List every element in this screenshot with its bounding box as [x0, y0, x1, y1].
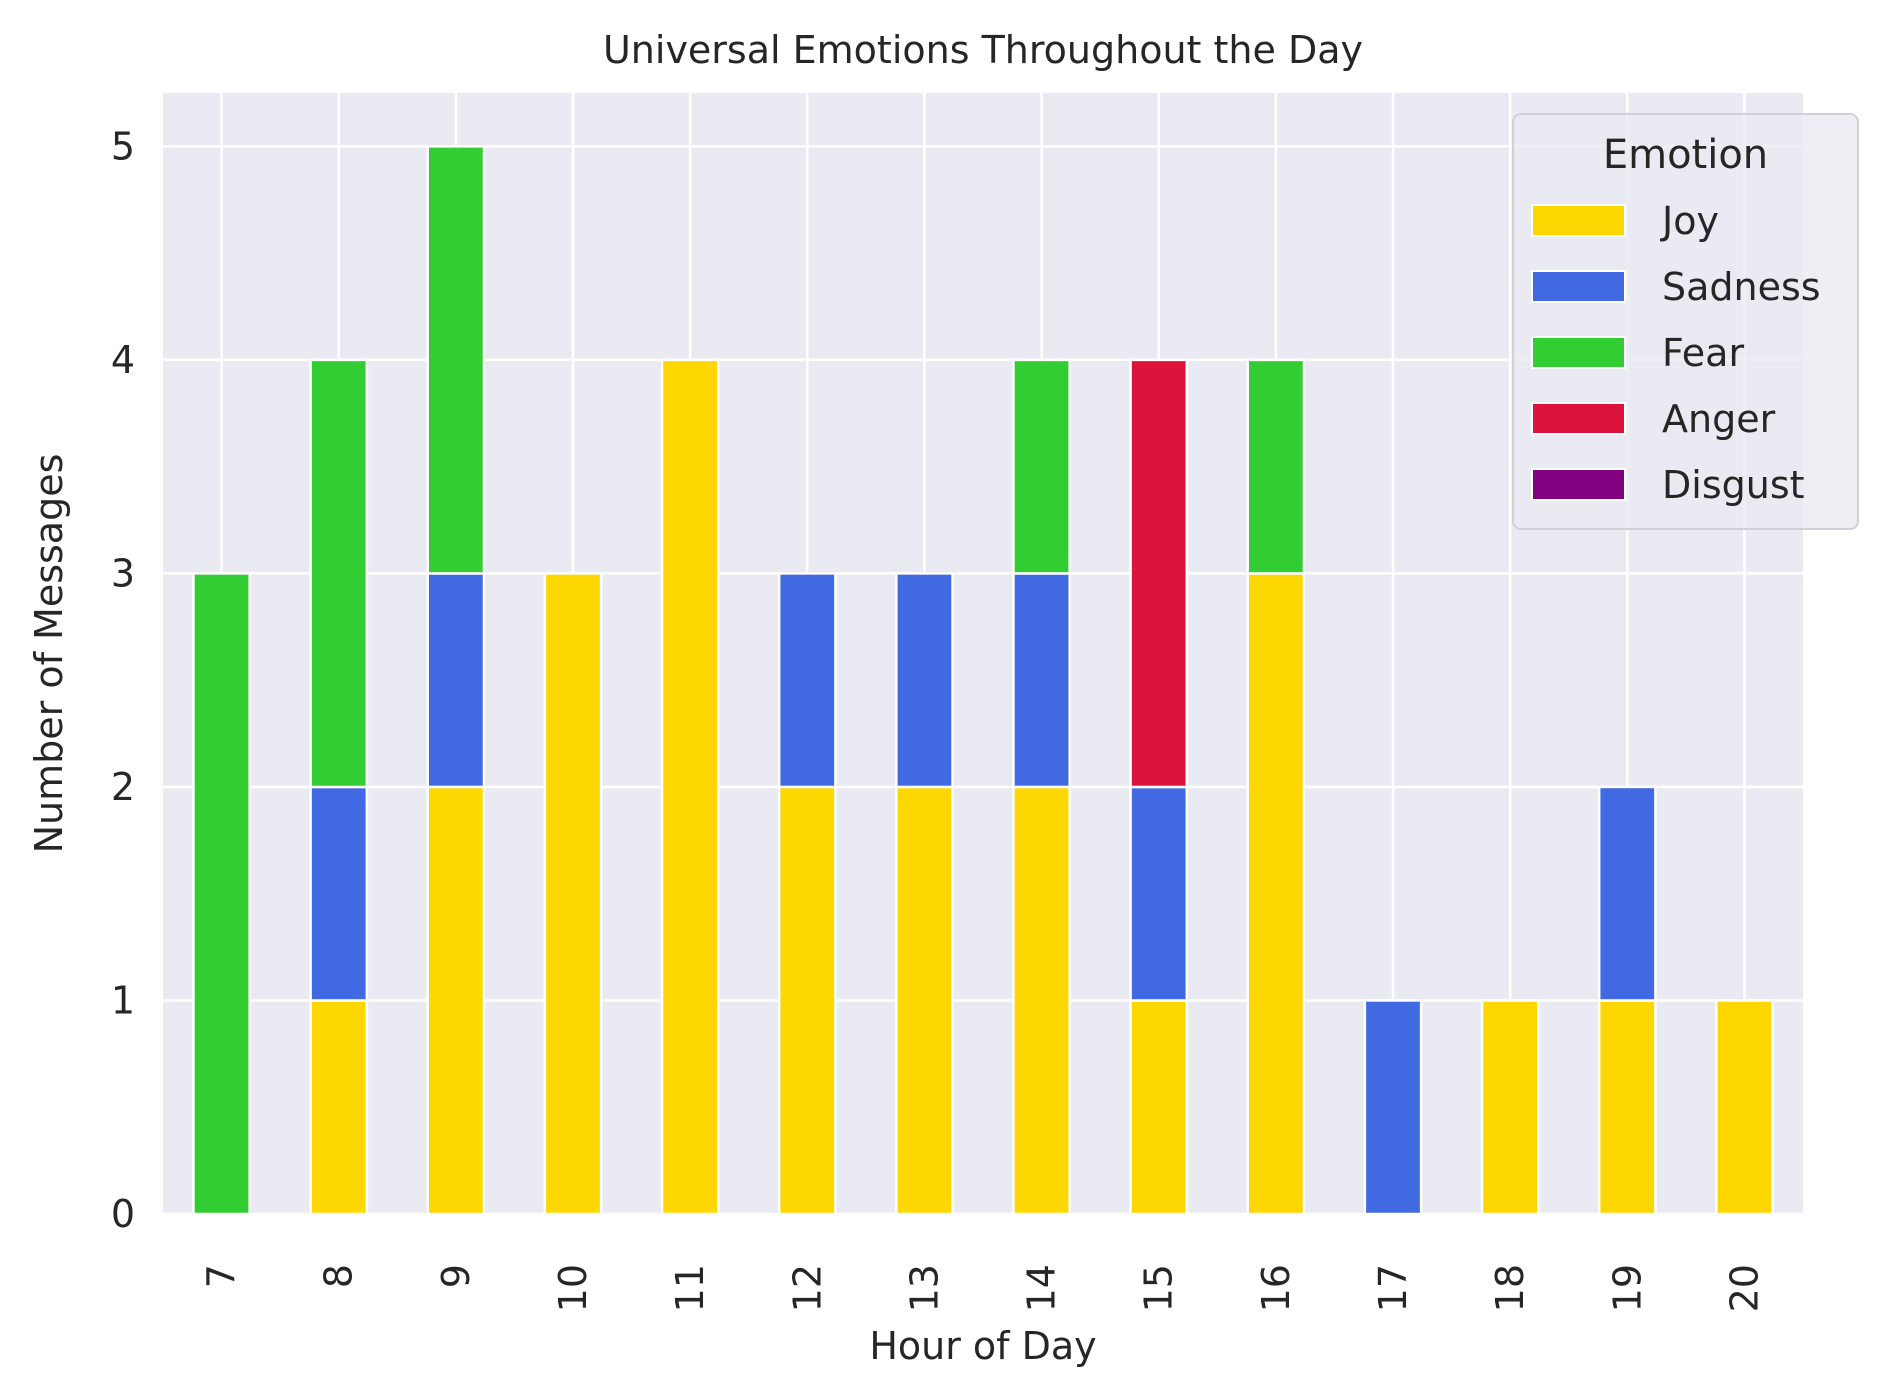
legend-title: Emotion [1603, 132, 1768, 178]
y-tick-label: 5 [111, 124, 135, 168]
legend-swatch [1531, 336, 1626, 369]
bar-segment [309, 785, 369, 1002]
bar-segment [1129, 358, 1189, 789]
bar-segment [777, 785, 837, 1216]
bar-segment [660, 358, 720, 1216]
bar-segment [1246, 358, 1306, 575]
x-tick-label: 18 [1488, 1264, 1532, 1312]
y-tick-label: 3 [111, 551, 135, 595]
bar-segment [895, 785, 954, 1216]
bar-segment [309, 999, 369, 1216]
x-tick-label: 14 [1020, 1264, 1064, 1312]
bar-segment [1715, 999, 1774, 1216]
y-tick-label: 2 [111, 765, 135, 809]
legend-label: Anger [1662, 397, 1776, 441]
bar-segment [1597, 785, 1657, 1002]
x-axis-label: Hour of Day [869, 1324, 1096, 1368]
legend-items: Joy Sadness Fear Anger Disgust [1531, 199, 1821, 507]
bar-segment [309, 358, 369, 789]
bar-segment [1129, 999, 1189, 1216]
bar-segment [777, 572, 837, 789]
bar-segment [1012, 572, 1071, 789]
legend-label: Fear [1662, 331, 1744, 375]
bar-segment [1129, 785, 1189, 1002]
bar-segment [1597, 999, 1657, 1216]
x-tick-label: 13 [902, 1264, 946, 1312]
bar-segment [1246, 572, 1306, 1216]
bar-segment [426, 572, 486, 789]
bar-segment [543, 572, 603, 1216]
legend-swatch [1531, 270, 1626, 303]
x-tick-label: 7 [200, 1264, 244, 1288]
y-tick-label: 1 [111, 978, 135, 1022]
bar-segment [1012, 785, 1071, 1216]
y-tick-label: 4 [111, 338, 135, 382]
legend: Emotion Joy Sadness Fear Anger Disgust [1512, 113, 1859, 530]
x-tick-label: 16 [1254, 1264, 1298, 1312]
x-tick-label: 15 [1137, 1264, 1181, 1312]
legend-swatch [1531, 204, 1626, 237]
x-tick-label: 12 [785, 1264, 829, 1312]
x-tick-label: 20 [1722, 1264, 1766, 1312]
legend-swatch [1531, 468, 1626, 501]
chart-title: Universal Emotions Throughout the Day [603, 28, 1363, 72]
bar-segment [1363, 999, 1423, 1216]
x-tick-label: 10 [551, 1264, 595, 1312]
x-tick-label: 8 [317, 1264, 361, 1288]
y-axis-label: Number of Messages [27, 454, 71, 854]
x-tick-label: 11 [668, 1264, 712, 1312]
legend-label: Disgust [1662, 463, 1805, 507]
x-tick-label: 17 [1371, 1264, 1415, 1312]
bars-layer [192, 145, 1774, 1216]
bar-segment [895, 572, 954, 789]
bar-segment [1480, 999, 1540, 1216]
legend-swatch [1531, 402, 1626, 435]
bar-segment [1012, 358, 1071, 575]
legend-label: Joy [1660, 199, 1719, 243]
x-tick-label: 9 [434, 1264, 478, 1288]
bar-segment [192, 572, 251, 1216]
bar-segment [426, 785, 486, 1216]
x-tick-label: 19 [1605, 1264, 1649, 1312]
bar-segment [426, 145, 486, 575]
y-tick-label: 0 [111, 1192, 135, 1236]
legend-label: Sadness [1662, 265, 1821, 309]
